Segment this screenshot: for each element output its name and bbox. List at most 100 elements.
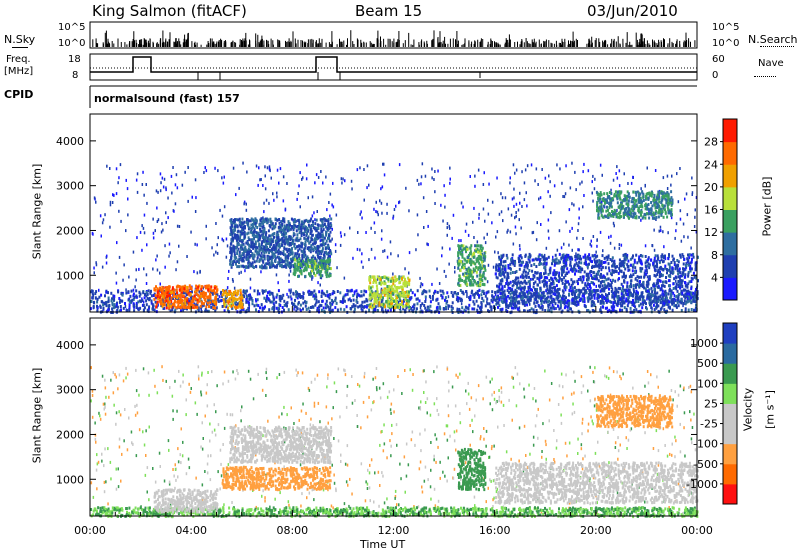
data-cell	[505, 308, 508, 312]
data-cell	[277, 252, 280, 256]
data-cell	[311, 305, 314, 309]
data-cell	[256, 292, 259, 296]
data-cell	[149, 291, 152, 295]
data-cell	[352, 303, 355, 307]
data-cell	[316, 306, 319, 310]
data-cell	[194, 297, 197, 301]
data-cell	[507, 228, 509, 232]
data-cell	[381, 281, 384, 285]
data-cell	[314, 241, 317, 245]
data-cell	[304, 262, 307, 266]
data-cell	[310, 256, 313, 260]
data-cell	[229, 297, 232, 301]
data-cell	[380, 287, 383, 291]
data-cell	[473, 295, 476, 299]
data-cell	[102, 303, 105, 307]
data-cell	[194, 242, 196, 246]
data-cell	[312, 242, 314, 246]
data-cell	[582, 170, 584, 174]
data-cell	[290, 242, 293, 246]
data-cell	[460, 239, 462, 243]
data-cell	[263, 228, 266, 232]
data-cell	[273, 265, 276, 269]
data-cell	[311, 277, 313, 281]
data-cell	[506, 289, 509, 292]
data-cell	[394, 304, 397, 308]
data-cell	[384, 290, 386, 294]
data-cell	[230, 247, 233, 251]
data-cell	[575, 188, 577, 192]
data-cell	[291, 226, 294, 230]
data-cell	[179, 306, 182, 310]
data-cell	[223, 175, 225, 179]
data-cell	[208, 289, 211, 293]
data-cell	[298, 293, 301, 297]
data-cell	[515, 202, 518, 206]
data-cell	[487, 212, 490, 216]
data-cell	[156, 220, 159, 223]
data-cell	[247, 247, 250, 251]
data-cell	[577, 248, 579, 252]
data-cell	[391, 291, 394, 295]
data-cell	[504, 196, 507, 200]
data-cell	[370, 247, 373, 251]
data-cell	[235, 246, 237, 250]
data-cell	[286, 224, 289, 228]
data-cell	[372, 281, 375, 284]
data-cell	[479, 277, 481, 281]
data-cell	[162, 299, 165, 302]
data-cell	[241, 217, 244, 221]
data-cell	[128, 303, 131, 307]
data-cell	[582, 292, 585, 296]
data-cell	[385, 276, 388, 280]
data-cell	[509, 176, 511, 180]
data-cell	[293, 242, 296, 246]
data-cell	[317, 252, 320, 255]
data-cell	[119, 298, 122, 302]
data-cell	[143, 306, 146, 310]
data-cell	[215, 306, 218, 310]
data-cell	[157, 297, 160, 300]
data-cell	[325, 232, 328, 236]
data-cell	[310, 269, 313, 273]
data-cell	[146, 296, 149, 300]
data-cell	[384, 308, 387, 312]
data-cell	[188, 302, 191, 306]
data-cell	[235, 303, 237, 307]
data-cell	[248, 262, 251, 266]
data-cell	[507, 304, 510, 308]
data-cell	[257, 251, 260, 255]
data-cell	[675, 222, 678, 226]
data-cell	[380, 301, 383, 305]
data-cell	[164, 291, 167, 295]
data-cell	[321, 289, 324, 293]
data-cell	[459, 299, 461, 303]
data-cell	[691, 191, 694, 195]
data-cell	[162, 185, 165, 189]
data-cell	[678, 292, 681, 296]
data-cell	[312, 220, 314, 224]
data-cell	[98, 288, 100, 292]
data-cell	[242, 290, 245, 294]
data-cell	[161, 176, 164, 180]
data-cell	[231, 232, 234, 236]
data-cell	[459, 269, 462, 272]
data-cell	[299, 309, 302, 313]
data-cell	[320, 249, 323, 253]
data-cell	[96, 309, 99, 313]
data-cell	[408, 283, 411, 287]
data-cell	[110, 299, 113, 303]
data-cell	[169, 251, 171, 255]
data-cell	[235, 218, 238, 222]
data-cell	[156, 268, 159, 272]
data-cell	[461, 306, 464, 310]
data-cell	[545, 299, 548, 302]
data-cell	[351, 187, 353, 191]
data-cell	[488, 182, 490, 186]
data-cell	[353, 304, 356, 308]
data-cell	[368, 308, 371, 312]
data-cell	[694, 215, 696, 219]
data-cell	[127, 298, 130, 302]
data-cell	[233, 245, 235, 249]
data-cell	[276, 218, 279, 222]
